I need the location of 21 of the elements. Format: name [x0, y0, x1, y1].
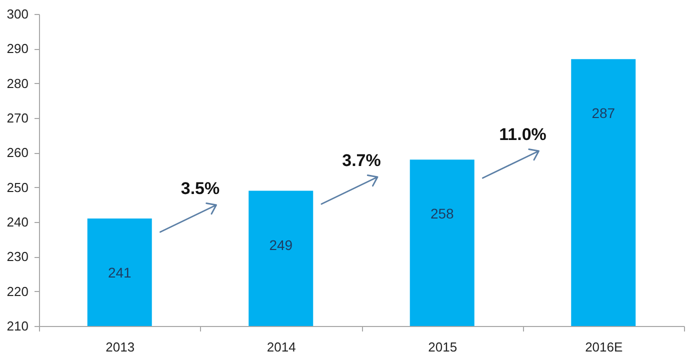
x-tick-label: 2013 [106, 340, 135, 354]
annotation: 3.7% [342, 151, 381, 170]
data-label: 287 [592, 105, 616, 122]
data-label: 241 [108, 264, 132, 281]
x-tick-label: 2015 [428, 340, 458, 354]
x-tick-label: 2014 [266, 340, 296, 354]
x-tick-label: 2016E [585, 340, 623, 354]
data-label: 258 [430, 206, 454, 222]
y-tick-label: 300 [6, 6, 28, 22]
y-tick-label: 250 [6, 180, 28, 195]
y-tick-label: 260 [6, 145, 28, 160]
y-tick-label: 220 [6, 284, 28, 299]
annotation: 11.0% [499, 125, 546, 144]
y-tick-label: 240 [6, 214, 28, 230]
annotation: 3.5% [180, 179, 220, 198]
y-tick-label: 290 [6, 41, 28, 56]
y-tick-label: 280 [6, 76, 28, 91]
y-tick-label: 270 [6, 110, 28, 126]
data-label: 249 [269, 236, 293, 253]
y-tick-label: 230 [6, 249, 28, 264]
y-tick-label: 210 [6, 318, 28, 334]
